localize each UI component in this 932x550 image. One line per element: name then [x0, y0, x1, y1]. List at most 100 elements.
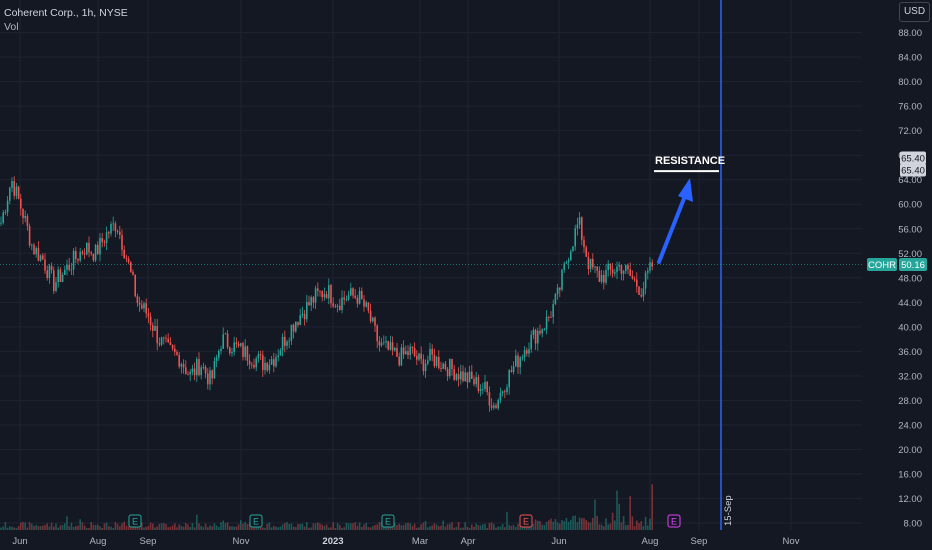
candle-body	[495, 405, 497, 409]
volume-bar	[275, 526, 277, 530]
candle-body	[636, 279, 638, 287]
volume-bar	[266, 523, 268, 530]
price-tick-label: 88.00	[898, 28, 922, 39]
candle-body	[405, 351, 407, 355]
currency-button[interactable]: USD	[899, 2, 930, 22]
volume-bar	[600, 524, 603, 530]
volume-bar	[178, 524, 180, 530]
candle-body	[475, 377, 477, 385]
volume-bar	[108, 526, 110, 530]
time-axis[interactable]: Jun Aug Sep Nov 2023 Mar Apr Jun Aug Sep Nov	[12, 536, 799, 547]
volume-bar	[442, 520, 444, 530]
volume-bar	[244, 522, 246, 530]
candle-body	[39, 255, 42, 261]
candle-body	[26, 216, 29, 227]
price-tick-label: 16.00	[898, 469, 922, 480]
volume-bar	[24, 522, 26, 530]
volume-bar	[636, 520, 638, 530]
symbol-badge: COHR	[867, 258, 897, 272]
candle-body	[222, 334, 224, 349]
volume-bar	[6, 527, 9, 530]
volume-bar	[477, 525, 480, 530]
candle-body	[504, 391, 506, 393]
volume-bar	[268, 522, 271, 530]
volume-bar	[431, 525, 433, 530]
candle-body	[510, 370, 513, 372]
candle-body	[72, 250, 75, 270]
candle-body	[543, 329, 546, 331]
candle-body	[396, 347, 398, 357]
candle-body	[169, 341, 172, 346]
volume-bar	[567, 521, 570, 530]
volume-bar	[510, 525, 513, 530]
candle-body	[449, 359, 451, 377]
volume-bar	[647, 525, 649, 530]
symbol-title[interactable]: Coherent Corp., 1h, NYSE	[4, 7, 128, 19]
volume-bar	[215, 525, 218, 530]
volume-bar	[402, 525, 405, 530]
candle-body	[213, 361, 216, 379]
volume-bar	[262, 527, 264, 530]
last-price-badge: 50.16	[899, 258, 927, 272]
volume-bar	[99, 526, 101, 530]
candle-body	[314, 288, 317, 303]
volume-bar	[475, 523, 477, 530]
volume-bar	[46, 523, 48, 530]
candle-body	[528, 349, 530, 354]
volume-bar	[367, 527, 370, 530]
volume-bar	[83, 525, 86, 530]
volume-bar	[583, 517, 585, 530]
volume-bar	[22, 522, 24, 530]
volume-bar	[587, 521, 590, 530]
volume-bar	[556, 522, 559, 530]
candle-body	[31, 244, 33, 246]
volume-bar	[253, 525, 255, 530]
volume-bar	[321, 524, 323, 530]
volume-bar	[552, 521, 554, 530]
volume-bar	[224, 523, 227, 530]
price-tick-label: 12.00	[898, 494, 922, 505]
volume-bar	[121, 523, 123, 530]
volume-bar	[297, 523, 299, 530]
volume-bar	[352, 523, 354, 530]
candle-body	[123, 249, 125, 259]
candle-body	[427, 360, 429, 364]
volume-bar	[154, 527, 156, 530]
volume-bar	[196, 514, 198, 530]
candle-body	[625, 265, 627, 272]
candle-body	[81, 251, 84, 254]
time-tick-label: Nov	[233, 536, 250, 547]
volume-bar	[563, 521, 565, 530]
volume-bar	[609, 523, 612, 530]
volume-bar	[550, 518, 552, 530]
candle-body	[138, 302, 141, 305]
volume-bar	[229, 526, 231, 530]
volume-bar	[490, 522, 493, 530]
candle-body	[20, 198, 22, 209]
candle-body	[83, 253, 86, 255]
time-tick-label: Jun	[551, 536, 566, 547]
volume-bar	[130, 526, 132, 530]
candle-body	[389, 342, 392, 350]
candle-body	[647, 270, 649, 273]
volume-bar	[543, 525, 546, 530]
candle-body	[493, 405, 495, 408]
candle-body	[53, 270, 55, 292]
volume-bar	[187, 524, 189, 530]
volume-bar	[233, 526, 235, 530]
volume-bar	[596, 515, 598, 530]
volume-bar	[508, 525, 510, 530]
volume-bar	[464, 522, 466, 530]
volume-bar	[180, 525, 183, 530]
volume-bars	[0, 484, 653, 530]
price-tick-label: 76.00	[898, 102, 922, 113]
candle-body	[598, 270, 601, 282]
candle-body	[77, 258, 79, 261]
volume-bar	[209, 525, 211, 530]
candle-body	[61, 274, 64, 282]
candle-body	[207, 373, 209, 385]
candle-body	[592, 258, 594, 268]
price-scale[interactable]: 88.0084.0080.0076.0072.0068.0064.0060.00…	[867, 28, 927, 530]
volume-bar	[378, 522, 381, 530]
